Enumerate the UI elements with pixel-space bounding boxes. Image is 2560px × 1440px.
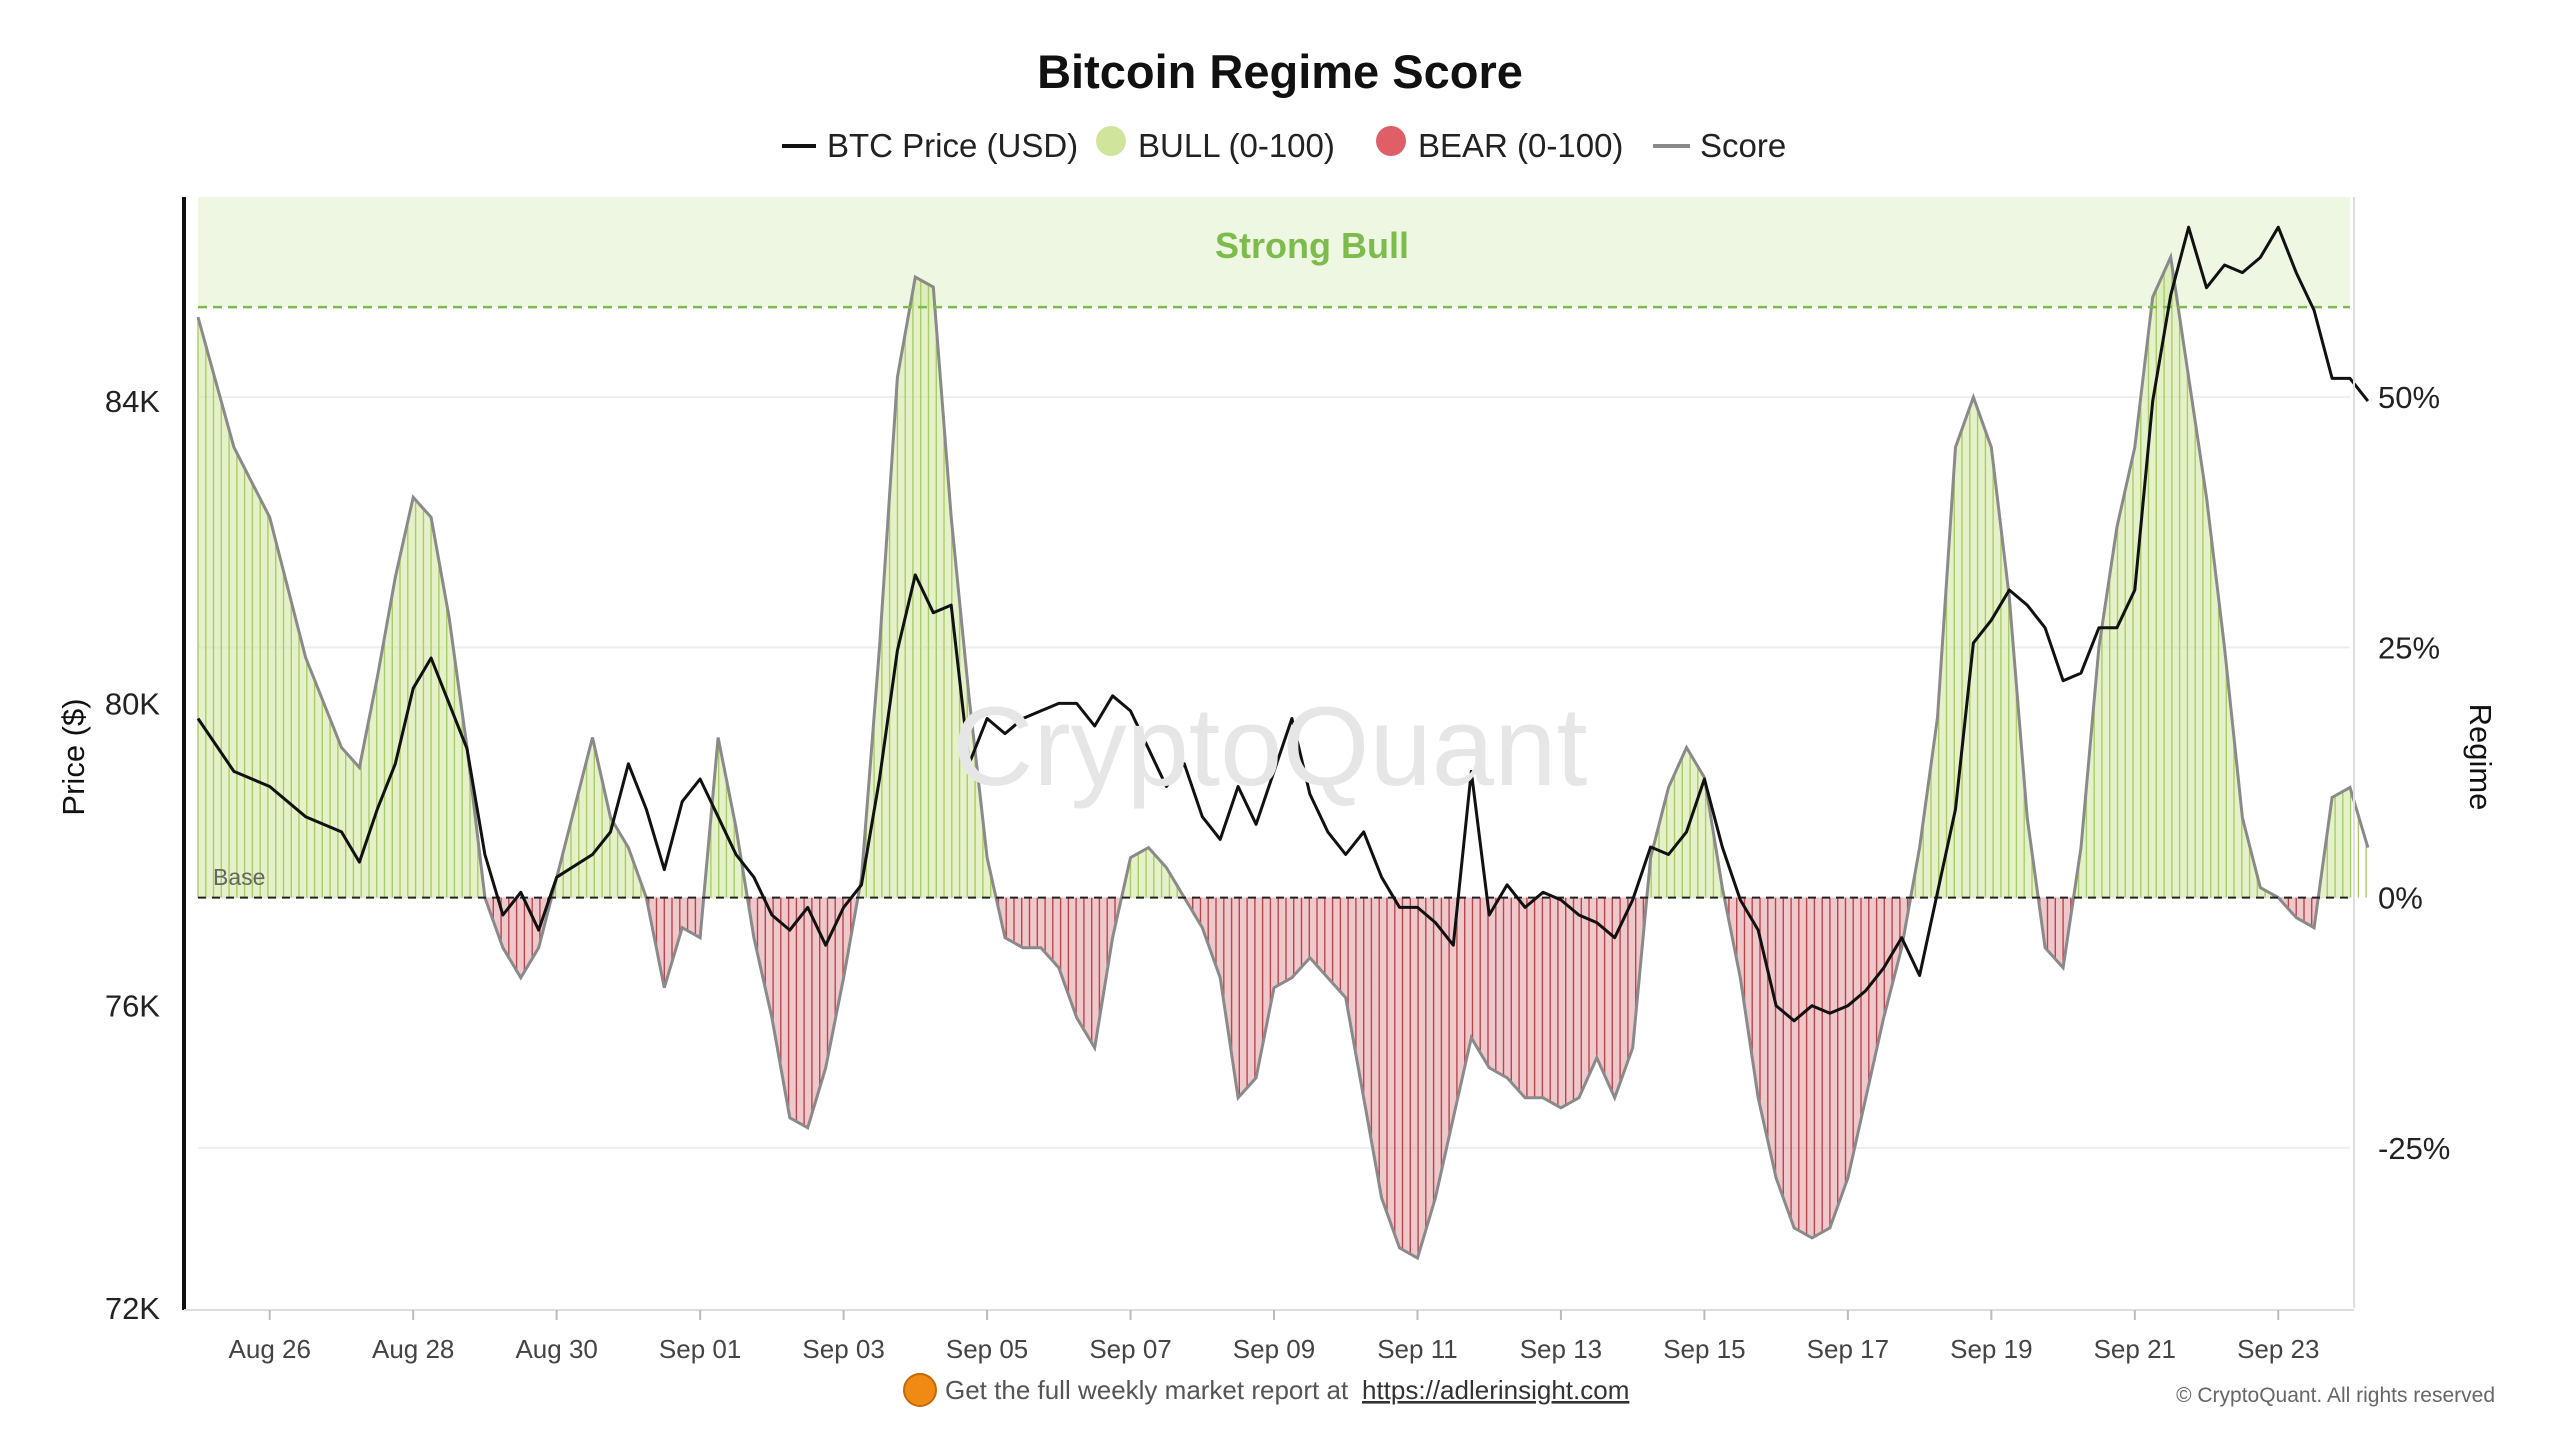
- legend-item-price[interactable]: BTC Price (USD): [782, 127, 1078, 164]
- y-tick-right-label: 25%: [2378, 630, 2440, 665]
- footer-link[interactable]: https://adlerinsight.com: [1362, 1375, 1629, 1405]
- legend-item-bull[interactable]: BULL (0-100): [1096, 126, 1335, 164]
- price-line: [196, 225, 2370, 1023]
- orange-circle-icon: [903, 1373, 937, 1407]
- bear-area: [198, 897, 2350, 1258]
- base-label: Base: [213, 864, 265, 890]
- legend-item-bear[interactable]: BEAR (0-100): [1376, 126, 1623, 164]
- x-tick-label: Sep 05: [946, 1334, 1028, 1364]
- x-tick-label: Sep 15: [1663, 1334, 1745, 1364]
- x-tick-label: Sep 01: [659, 1334, 741, 1364]
- legend: BTC Price (USD) BULL (0-100) BEAR (0-100…: [782, 126, 1786, 164]
- y-tick-right-label: 0%: [2378, 881, 2423, 916]
- plot-area: [196, 197, 2370, 1261]
- x-tick-label: Sep 23: [2237, 1334, 2319, 1364]
- y-axis-right-title: Regime: [2463, 704, 2498, 811]
- x-tick-label: Sep 11: [1377, 1334, 1457, 1364]
- legend-item-score[interactable]: Score: [1653, 127, 1786, 164]
- x-tick-label: Sep 17: [1807, 1334, 1889, 1364]
- x-tick-label: Sep 13: [1520, 1334, 1602, 1364]
- legend-bull-label: BULL (0-100): [1138, 127, 1335, 164]
- x-tick-label: Aug 30: [515, 1334, 597, 1364]
- y-tick-left-label: 76K: [105, 989, 160, 1024]
- x-tick-label: Sep 03: [802, 1334, 884, 1364]
- y-tick-left-label: 80K: [105, 686, 160, 721]
- watermark: CryptoQuant: [953, 684, 1588, 809]
- legend-score-label: Score: [1700, 127, 1786, 164]
- y-tick-left-label: 72K: [105, 1291, 160, 1326]
- legend-bear-swatch: [1376, 126, 1406, 156]
- legend-bear-label: BEAR (0-100): [1418, 127, 1623, 164]
- copyright: © CryptoQuant. All rights reserved: [2176, 1384, 2495, 1407]
- y-tick-right-label: 50%: [2378, 380, 2440, 415]
- bull-bars: [197, 265, 2367, 898]
- x-tick-label: Sep 21: [2094, 1334, 2176, 1364]
- strong-bull-label: Strong Bull: [1215, 225, 1409, 266]
- x-tick-label: Aug 28: [372, 1334, 454, 1364]
- axes: 72K 76K 80K 84K -25% 0% 25% 50% Aug 26 Aug 28 Aug …: [105, 197, 2450, 1364]
- x-tick-label: Sep 07: [1089, 1334, 1171, 1364]
- chart-title: Bitcoin Regime Score: [1037, 45, 1523, 98]
- footer: Get the full weekly market report at htt…: [903, 1373, 1629, 1407]
- x-tick-label: Sep 09: [1233, 1334, 1315, 1364]
- legend-bull-swatch: [1096, 126, 1126, 156]
- bull-area: [198, 257, 2350, 898]
- strong-bull-band: [198, 197, 2350, 308]
- y-axis-left-title: Price ($): [56, 698, 91, 815]
- x-tick-label: Aug 26: [229, 1334, 311, 1364]
- legend-price-label: BTC Price (USD): [827, 127, 1078, 164]
- y-tick-right-label: -25%: [2378, 1131, 2450, 1166]
- score-line: [196, 251, 2370, 1261]
- y-tick-left-label: 84K: [105, 384, 160, 419]
- footer-text: Get the full weekly market report at: [945, 1375, 1349, 1405]
- x-tick-label: Sep 19: [1950, 1334, 2032, 1364]
